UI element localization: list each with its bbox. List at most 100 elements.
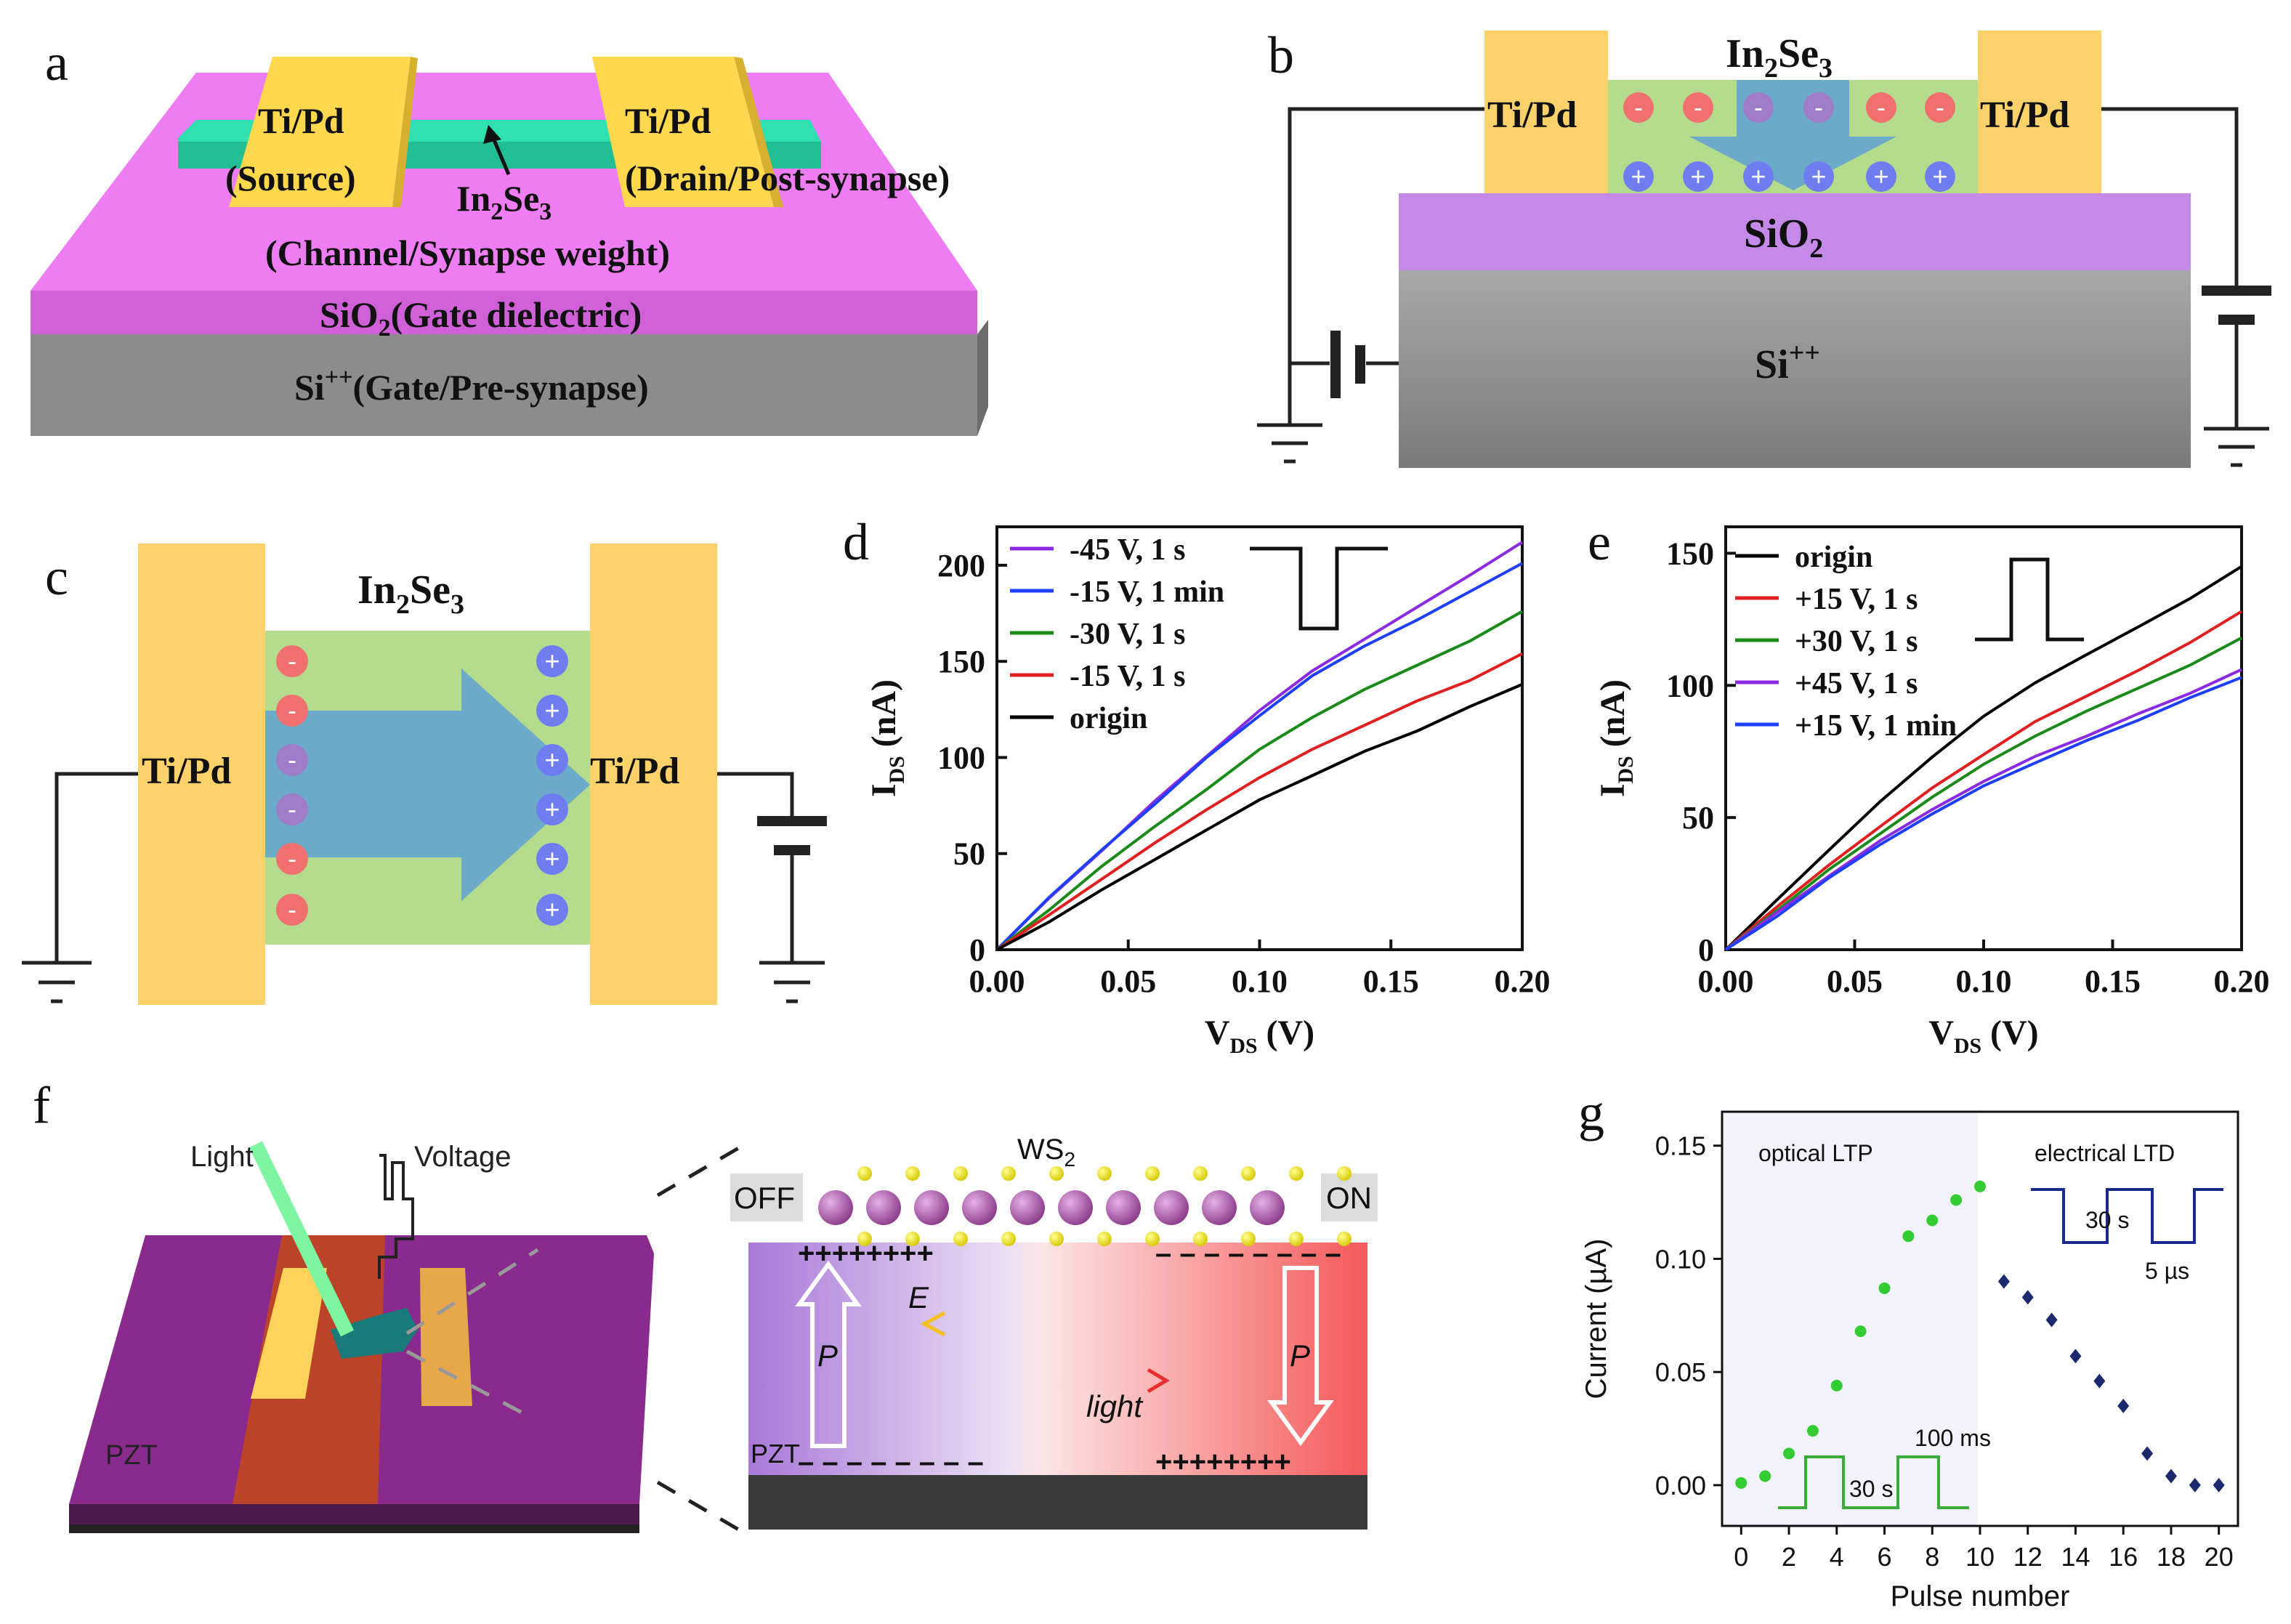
svg-text:-: - — [1694, 92, 1702, 122]
panel-e: e 0.00 0.05 0.10 0.15 0.20 0 50 100 150 VDS (V) ID… — [1588, 513, 2270, 1058]
x-tick-label: 0.00 — [969, 964, 1025, 999]
svg-text:-: - — [1634, 92, 1643, 122]
source-electrode — [229, 57, 411, 207]
x-tick-label: 2 — [1782, 1542, 1796, 1572]
si-layer-side — [977, 320, 988, 436]
sulfur-atom — [1097, 1232, 1112, 1246]
channel-formula: In2Se3 — [456, 178, 551, 225]
minus-row-bottom: – – – – – – – – — [798, 1446, 984, 1478]
ltp-data-point — [1926, 1214, 1939, 1227]
series-line--30-v-1-s — [1724, 637, 2242, 951]
optical-pulse-interval-label: 30 s — [1849, 1476, 1893, 1502]
ltp-data-point — [1759, 1470, 1771, 1482]
svg-text:+: + — [544, 745, 559, 775]
pzt-label-right: PZT — [751, 1439, 800, 1469]
y-tick-label: 200 — [937, 548, 985, 583]
sulfur-atom — [1145, 1232, 1160, 1246]
panel-e-label: e — [1588, 513, 1611, 571]
zoom-line-top — [656, 1142, 746, 1197]
ltp-data-point — [1735, 1476, 1747, 1489]
voltage-pulse-symbol — [378, 1154, 414, 1279]
legend-label: -45 V, 1 s — [1070, 533, 1186, 567]
ltd-data-point — [2117, 1398, 2130, 1413]
legend-label: -15 V, 1 s — [1070, 660, 1186, 693]
minus-charge: - — [276, 744, 308, 776]
source-role: (Source) — [225, 158, 356, 198]
light-beam — [249, 1141, 354, 1337]
minus-charge: - — [1683, 92, 1713, 123]
series-line--15-v-1-min — [995, 562, 1523, 951]
drain-electrode-side — [734, 57, 783, 207]
optical-pulse-inset — [1778, 1455, 1969, 1509]
plus-row-top: ++++++++ — [798, 1237, 934, 1269]
y-tick-label: 0 — [969, 932, 985, 968]
y-tick-label: 0 — [1698, 932, 1714, 968]
circuit-c — [22, 772, 827, 1003]
ltd-data-point — [2213, 1477, 2225, 1492]
series-line--45-v-1-s — [1724, 668, 2242, 951]
sulfur-atom — [1289, 1166, 1304, 1181]
on-label: ON — [1326, 1181, 1372, 1215]
ltd-data-point — [2141, 1446, 2154, 1461]
x-axis-label: VDS (V) — [1928, 1014, 2038, 1058]
svg-text:+: + — [544, 646, 559, 676]
chart-e: 0.00 0.05 0.10 0.15 0.20 0 50 100 150 VDS (V) IDS … — [1593, 525, 2270, 1058]
left-electrode — [1484, 31, 1608, 193]
ws2-atoms — [818, 1166, 1351, 1246]
panel-b: b - - - - - - + + + + + + In2Se3 Ti/Pd T… — [1257, 26, 2271, 468]
x-tick-label: 0.15 — [1363, 964, 1419, 999]
x-tick-label: 0.00 — [1698, 964, 1754, 999]
pzt-substrate-front — [69, 1504, 639, 1524]
pzt-cross-section — [748, 1243, 1367, 1475]
light-arrowhead — [1147, 1368, 1170, 1394]
si-substrate — [1399, 270, 2191, 468]
ws2-label: WS2 — [1017, 1134, 1075, 1171]
sulfur-atom — [857, 1232, 872, 1246]
zoom-line-bottom — [656, 1480, 746, 1535]
left-electrode-label-c: Ti/Pd — [142, 751, 231, 792]
plus-charge: + — [1623, 161, 1654, 192]
minus-charge: - — [276, 695, 308, 727]
legend-label: origin — [1070, 702, 1147, 735]
sulfur-atom — [1145, 1166, 1160, 1181]
plus-charge: + — [1925, 161, 1955, 192]
x-tick-label: 16 — [2109, 1542, 2138, 1572]
y-tick-label: 0.10 — [1655, 1244, 1706, 1274]
panel-d-label: d — [843, 513, 869, 571]
source-material: Ti/Pd — [258, 100, 344, 141]
zoom-line-top-inner — [405, 1248, 539, 1336]
electrical-ltd-label: electrical LTD — [2035, 1140, 2175, 1166]
y-axis-label: IDS (nA) — [865, 679, 909, 797]
ltd-data-point — [2189, 1477, 2201, 1492]
svg-text:-: - — [288, 695, 296, 725]
left-electrode-f — [251, 1268, 327, 1399]
polarization-arrow-b — [1689, 80, 1896, 190]
x-tick-label: 20 — [2205, 1542, 2234, 1572]
negative-pulse-icon — [1250, 546, 1388, 631]
right-electrode-c — [590, 544, 717, 1005]
minus-charge: - — [276, 645, 308, 677]
tungsten-atom — [1058, 1190, 1093, 1225]
svg-text:+: + — [1631, 161, 1646, 191]
x-tick-label: 0.20 — [2214, 964, 2270, 999]
light-label: Light — [190, 1141, 254, 1173]
plus-charge: + — [536, 645, 568, 677]
positive-pulse-icon — [1975, 557, 2084, 642]
ltd-data-point — [2165, 1469, 2177, 1484]
series-line--15-v-1-s — [1724, 610, 2243, 951]
legend-label: +45 V, 1 s — [1795, 667, 1918, 700]
chart-g: 0 2 4 6 8 10 12 14 16 18 20 0.00 0.05 0.10 0.15 Pulse n… — [1580, 1110, 2239, 1612]
channel-pointer-arrow — [490, 136, 511, 175]
ltd-data-point — [2021, 1290, 2034, 1305]
panel-f: f Light Voltage PZT OFF ON WS2 ++++++++ … — [33, 1076, 1378, 1535]
legend-label: -15 V, 1 min — [1070, 575, 1224, 609]
ltp-data-point — [1854, 1325, 1867, 1338]
svg-text:+: + — [544, 844, 559, 873]
tungsten-atom — [914, 1190, 949, 1225]
ltp-data-point — [1950, 1194, 1963, 1206]
plus-charge: + — [536, 894, 568, 926]
x-tick-label: 0.05 — [1827, 964, 1883, 999]
minus-row-top: – – – – – – – – — [1155, 1237, 1341, 1269]
ltd-data-point — [2045, 1312, 2058, 1328]
x-tick-label: 8 — [1925, 1542, 1939, 1572]
